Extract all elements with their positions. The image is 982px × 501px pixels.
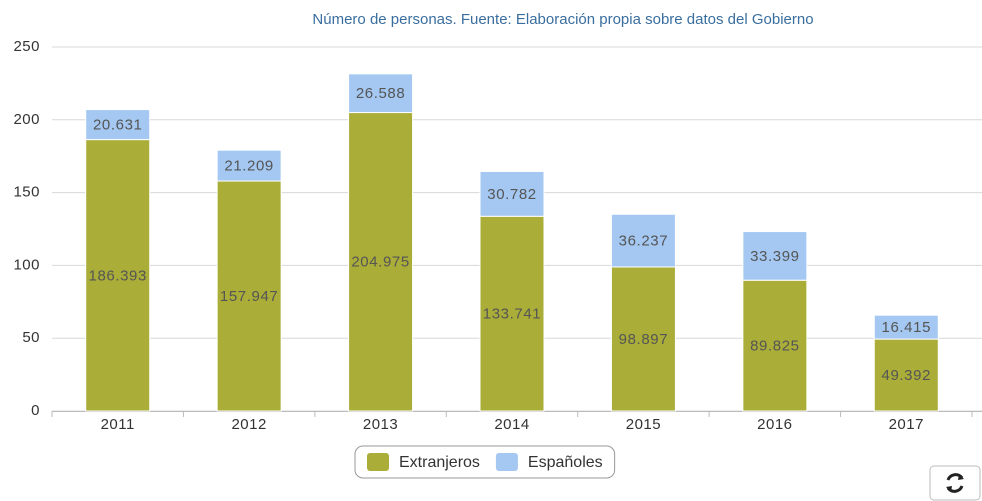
y-tick-label: 50 [22, 329, 40, 346]
y-tick-label: 150 [13, 184, 40, 201]
bar-segment [479, 170, 545, 217]
bar-segment [216, 180, 282, 412]
refresh-button[interactable] [929, 465, 981, 501]
legend-label[interactable]: Españoles [528, 454, 603, 471]
x-tick-label: 2015 [626, 416, 661, 433]
y-tick-label: 0 [31, 402, 40, 419]
y-tick-label: 200 [13, 111, 40, 128]
data-label: 204.975 [351, 254, 409, 271]
data-label: 89.825 [750, 338, 799, 355]
legend-frame [354, 445, 616, 479]
x-tick-label: 2013 [363, 416, 398, 433]
x-tick-label: 2017 [889, 416, 924, 433]
bar-segment [348, 73, 414, 114]
bar-segment [873, 314, 939, 340]
bar-segment [742, 279, 808, 412]
x-tick-label: 2014 [494, 416, 529, 433]
data-label: 49.392 [882, 367, 931, 384]
data-label: 98.897 [619, 331, 668, 348]
y-tick-label: 100 [13, 256, 40, 273]
x-tick-label: 2011 [101, 416, 135, 433]
data-label: 157.947 [220, 288, 278, 305]
data-label: 33.399 [750, 248, 799, 265]
data-label: 133.741 [483, 306, 541, 323]
data-label: 186.393 [89, 267, 147, 284]
x-tick-label: 2016 [757, 416, 792, 433]
refresh-arrows[interactable] [946, 474, 964, 492]
bar-segment [216, 149, 282, 182]
bar-segment [742, 231, 808, 281]
bar-segment [479, 215, 545, 412]
legend-label[interactable]: Extranjeros [399, 454, 480, 471]
data-label: 30.782 [487, 186, 536, 203]
data-label: 20.631 [93, 117, 142, 134]
legend[interactable]: Extranjeros Españoles [354, 445, 616, 479]
legend-swatch [495, 453, 518, 471]
data-label: 16.415 [882, 319, 931, 336]
bar-segment [85, 139, 151, 412]
legend-swatch [367, 453, 389, 471]
data-label: 26.588 [356, 85, 405, 102]
bar-segment [85, 109, 151, 141]
bar-segment [873, 338, 939, 412]
chart-title: Número de personas. Fuente: Elaboración … [312, 11, 813, 28]
bar-segment [610, 213, 676, 268]
x-tick-label: 2012 [231, 416, 266, 433]
data-label: 36.237 [619, 233, 668, 250]
button-frame[interactable] [929, 465, 981, 501]
data-label: 21.209 [224, 158, 273, 175]
y-tick-label: 250 [13, 38, 40, 55]
